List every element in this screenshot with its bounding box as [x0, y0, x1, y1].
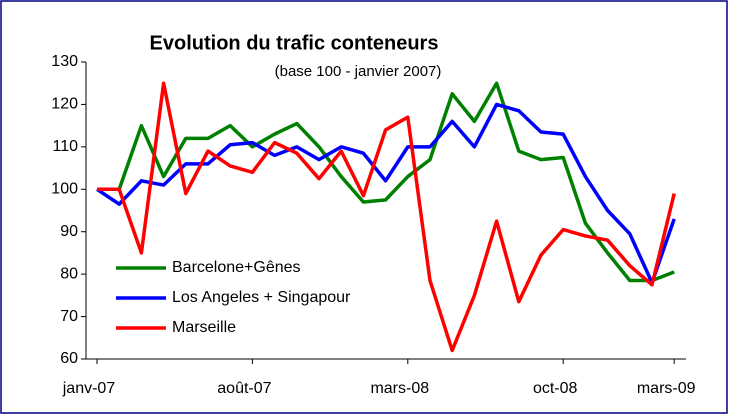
- y-tick-label: 80: [60, 265, 78, 282]
- series-line: [97, 81, 675, 283]
- chart-subtitle: (base 100 - janvier 2007): [275, 63, 442, 80]
- x-tick-label: mars-09: [637, 380, 696, 397]
- x-tick-label: oct-08: [533, 380, 578, 397]
- y-tick-label: 100: [51, 181, 78, 198]
- x-tick-label: janv-07: [62, 380, 116, 397]
- y-tick-label: 110: [52, 138, 78, 155]
- legend-label: Marseille: [172, 319, 236, 336]
- legend-label: Los Angeles + Singapour: [172, 289, 351, 306]
- y-tick-label: 130: [51, 53, 78, 70]
- series-line: [97, 81, 676, 353]
- x-tick-label: août-07: [217, 380, 271, 397]
- y-tick-label: 60: [60, 350, 78, 367]
- legend-label: Barcelone+Gênes: [172, 259, 301, 276]
- y-tick-label: 120: [51, 96, 78, 113]
- y-tick-label: 90: [60, 223, 78, 240]
- x-tick-label: mars-08: [370, 380, 429, 397]
- series-line: [96, 102, 676, 285]
- y-tick-label: 70: [60, 308, 78, 325]
- chart-title: Evolution du trafic conteneurs: [150, 32, 439, 54]
